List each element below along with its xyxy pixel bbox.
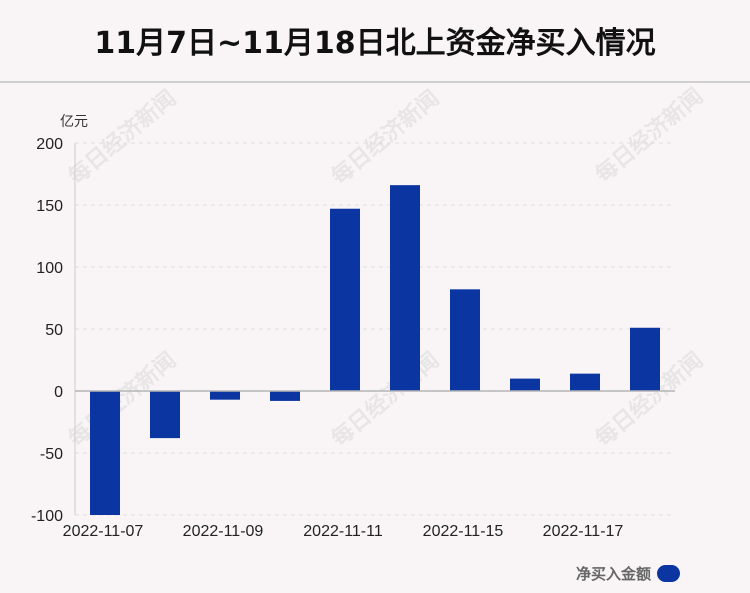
bar [630,327,660,391]
x-tick-label: 2022-11-07 [63,523,144,540]
bar [450,289,480,391]
chart-title: 11月7日~11月18日北上资金净买入情况 [94,26,656,61]
legend-label: 净买入金额 [576,564,652,583]
y-tick-label: 0 [54,384,63,401]
bar [390,185,420,391]
bar [210,391,240,400]
y-axis-unit-label: 亿元 [60,114,88,130]
x-tick-label: 2022-11-15 [423,523,504,540]
legend: 净买入金额 [576,562,681,584]
bar [510,378,540,391]
x-tick-label: 2022-11-09 [183,523,264,540]
y-tick-label: -50 [40,446,63,463]
bar [150,391,180,439]
bar [90,391,120,515]
bar [330,208,360,391]
legend-swatch [657,564,681,582]
bar [270,391,300,401]
y-tick-label: 200 [36,136,63,153]
y-tick-label: 50 [45,322,63,339]
title-divider [0,81,750,83]
x-tick-label: 2022-11-17 [543,523,624,540]
y-tick-label: 150 [36,198,63,215]
y-tick-label: 100 [36,260,63,277]
x-tick-label: 2022-11-11 [303,523,383,540]
bar [570,373,600,391]
y-tick-label: -100 [31,508,63,525]
